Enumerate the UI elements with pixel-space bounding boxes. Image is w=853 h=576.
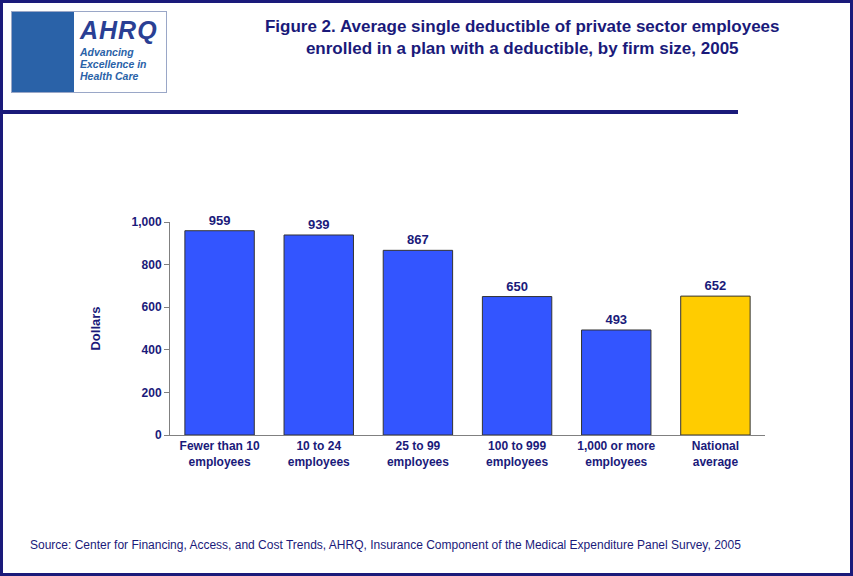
svg-text:652: 652 (705, 278, 727, 293)
html-text:Advancing: Advancing (80, 46, 134, 58)
svg-text:1,000: 1,000 (132, 215, 162, 229)
svg-text:100 to 999employees: 100 to 999employees (486, 439, 548, 469)
svg-text:867: 867 (407, 232, 429, 247)
svg-text:Source: Center for Financing,: Source: Center for Financing, Access, an… (30, 538, 741, 552)
svg-text:650: 650 (506, 279, 528, 294)
svg-text:1,000 or moreemployees: 1,000 or moreemployees (577, 439, 655, 469)
svg-text:25 to 99employees: 25 to 99employees (387, 439, 449, 469)
svg-text:Figure 2. Average single deduc: Figure 2. Average single deductible of p… (265, 17, 780, 58)
svg-text:939: 939 (308, 217, 330, 232)
svg-text:493: 493 (605, 312, 627, 327)
svg-text:0: 0 (155, 428, 162, 442)
svg-text:800: 800 (142, 258, 162, 272)
svg-text:959: 959 (209, 213, 231, 228)
svg-text:600: 600 (142, 300, 162, 314)
html-text:AHRQ: AHRQ (80, 16, 158, 44)
html-text:Excellence in: Excellence in (80, 58, 147, 70)
svg-text:Dollars: Dollars (88, 306, 103, 350)
svg-text:10 to 24employees: 10 to 24employees (288, 439, 350, 469)
svg-text:200: 200 (142, 386, 162, 400)
svg-text:400: 400 (142, 343, 162, 357)
html-text:Health Care: Health Care (80, 70, 139, 82)
svg-text:Fewer than 10employees: Fewer than 10employees (180, 439, 260, 469)
svg-text:Nationalaverage: Nationalaverage (692, 439, 739, 469)
